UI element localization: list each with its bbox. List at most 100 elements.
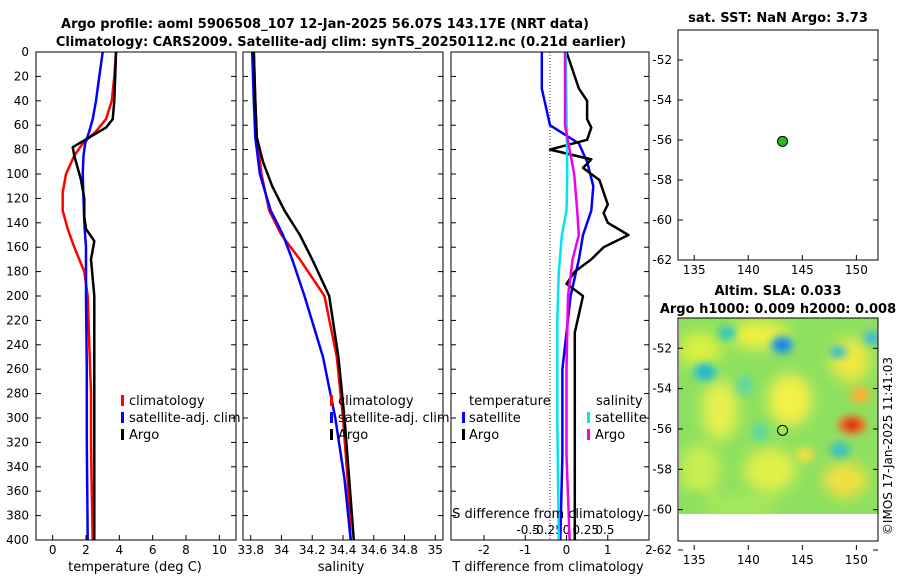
series-s-satellite [556,51,569,541]
x-tick-label: 34.4 [330,543,357,557]
x-tick-label: 0 [563,543,571,557]
lat-tick-label: -52 [652,53,672,67]
x-tick-label: 35 [428,543,443,557]
lat-tick-label: -60 [652,213,672,227]
depth-tick-label: 360 [6,484,29,498]
x-tick-label: 6 [149,543,157,557]
legend-t-satellite-label: satellite [469,411,521,426]
legend-satellite-label: satellite-adj. clim [129,411,241,426]
sla-heatmap [679,318,878,514]
legend-argo-label: Argo [129,428,159,443]
legend-swatch-satellite [330,412,333,423]
x-tick-label: 2 [645,543,653,557]
legend-swatch-t-argo [462,429,465,440]
difference-x-ticks: -2 -1 0 1 2 [478,535,653,557]
lon-tick-label: 150 [845,263,868,277]
series-t-argo [548,51,630,540]
legend-swatch-argo [330,429,333,440]
series-climatology [252,51,352,541]
salinity-lines [250,51,356,541]
legend-temperature-title: temperature [469,394,551,409]
difference-lines [540,51,630,541]
x-tick-label: 1 [604,543,612,557]
depth-tick-label: 120 [6,191,29,205]
depth-tick-label: 220 [6,313,29,327]
argo-float-marker [777,424,789,436]
salinity-x-ticks: 33.8 34 34.2 34.4 34.6 34.8 35 [237,535,443,557]
difference-legend: temperature satellite Argo salinity sate… [462,394,647,443]
temperature-panel: 0204060801001201401601802002202402602803… [6,45,649,575]
salinity-xlabel: salinity [318,560,365,575]
series-argo [71,51,118,540]
sst-map-panel: sat. SST: NaN Argo: 3.73 135 140 145 150 -52… [652,11,879,277]
sla-map-title-line-1: Altim. SLA: 0.033 [715,284,842,299]
x-tick-label: 33.8 [237,543,264,557]
depth-tick-label: 280 [6,387,29,401]
depth-tick-label: 400 [6,533,29,547]
depth-tick-label: 40 [14,94,29,108]
sla-map-panel: Altim. SLA: 0.033 Argo h1000: 0.009 h200… [652,284,896,567]
temperature-xlabel: temperature (deg C) [68,560,202,575]
depth-tick-label: 60 [14,118,29,132]
depth-tick-label: 380 [6,509,29,523]
depth-tick-label: 300 [6,411,29,425]
series-satellite-adj-clim [250,51,352,541]
difference-top-label: S difference from climatology [452,507,644,522]
legend-swatch-climatology [121,395,124,406]
x-tick-label: 34.2 [299,543,326,557]
s-tick-label: 0.5 [595,523,614,537]
x-tick-label: 10 [212,543,227,557]
legend-salinity-title: salinity [596,394,643,409]
legend-satellite-label: satellite-adj. clim [338,411,450,426]
s-tick-label: -0.5 [516,523,539,537]
salinity-panel: 33.8 34 34.2 34.4 34.6 34.8 35 salinity climat… [237,51,450,575]
x-tick-label: 34 [274,543,289,557]
depth-tick-label: 320 [6,435,29,449]
depth-tick-label: 0 [21,45,29,59]
x-tick-label: 2 [82,543,90,557]
legend-argo-label: Argo [338,428,368,443]
x-tick-label: 34.6 [360,543,387,557]
lat-tick-label: -54 [652,93,672,107]
temperature-axes-frame [35,51,237,541]
lat-tick-label: -58 [652,462,672,476]
x-tick-label: -2 [478,543,490,557]
depth-tick-label: 100 [6,167,29,181]
lon-tick-label: 150 [845,553,868,567]
depth-tick-label: 340 [6,460,29,474]
lon-tick-label: 145 [791,263,814,277]
sla-field-broad [679,321,870,514]
lat-tick-label: -58 [652,173,672,187]
sst-map-title: sat. SST: NaN Argo: 3.73 [688,11,868,26]
figure-title-line-2: Climatology: CARS2009. Satellite-adj cli… [56,35,626,50]
sla-map-title-line-2: Argo h1000: 0.009 h2000: 0.008 [660,302,896,317]
lat-tick-label: -60 [652,503,672,517]
depth-tick-label: 260 [6,362,29,376]
lat-tick-label: -56 [652,133,672,147]
lat-tick-label: -52 [652,341,672,355]
depth-tick-label: 80 [14,143,29,157]
sla-no-data-band [679,514,878,541]
depth-tick-label: 180 [6,265,29,279]
depth-tick-label: 240 [6,338,29,352]
legend-s-argo-label: Argo [595,428,625,443]
lon-tick-label: 140 [737,263,760,277]
difference-panel: -2 -1 0 1 2 -0.5-0.25 0 0.250.5 T difference f… [450,51,653,575]
s-tick-label: -0.25 [532,523,563,537]
x-tick-label: 4 [116,543,124,557]
salinity-axes-frame [242,51,444,541]
depth-tick-label: 140 [6,216,29,230]
legend-swatch-s-satellite [587,412,590,423]
legend-swatch-s-argo [587,429,590,440]
lon-tick-label: 135 [683,263,706,277]
s-tick-label: 0.25 [572,523,599,537]
sla-map-ticks: 135 140 145 150 -52 -54 -56 -58 -60 -62 [652,341,878,567]
lat-tick-label: -54 [652,382,672,396]
sst-map-ticks: 135 140 145 150 -52 -54 -56 -58 -60 -62 [652,53,878,277]
temperature-lines [61,51,118,541]
legend-t-argo-label: Argo [469,428,499,443]
depth-tick-label: 200 [6,289,29,303]
lon-tick-label: 140 [737,553,760,567]
temperature-legend: climatology satellite-adj. clim Argo [121,394,241,443]
